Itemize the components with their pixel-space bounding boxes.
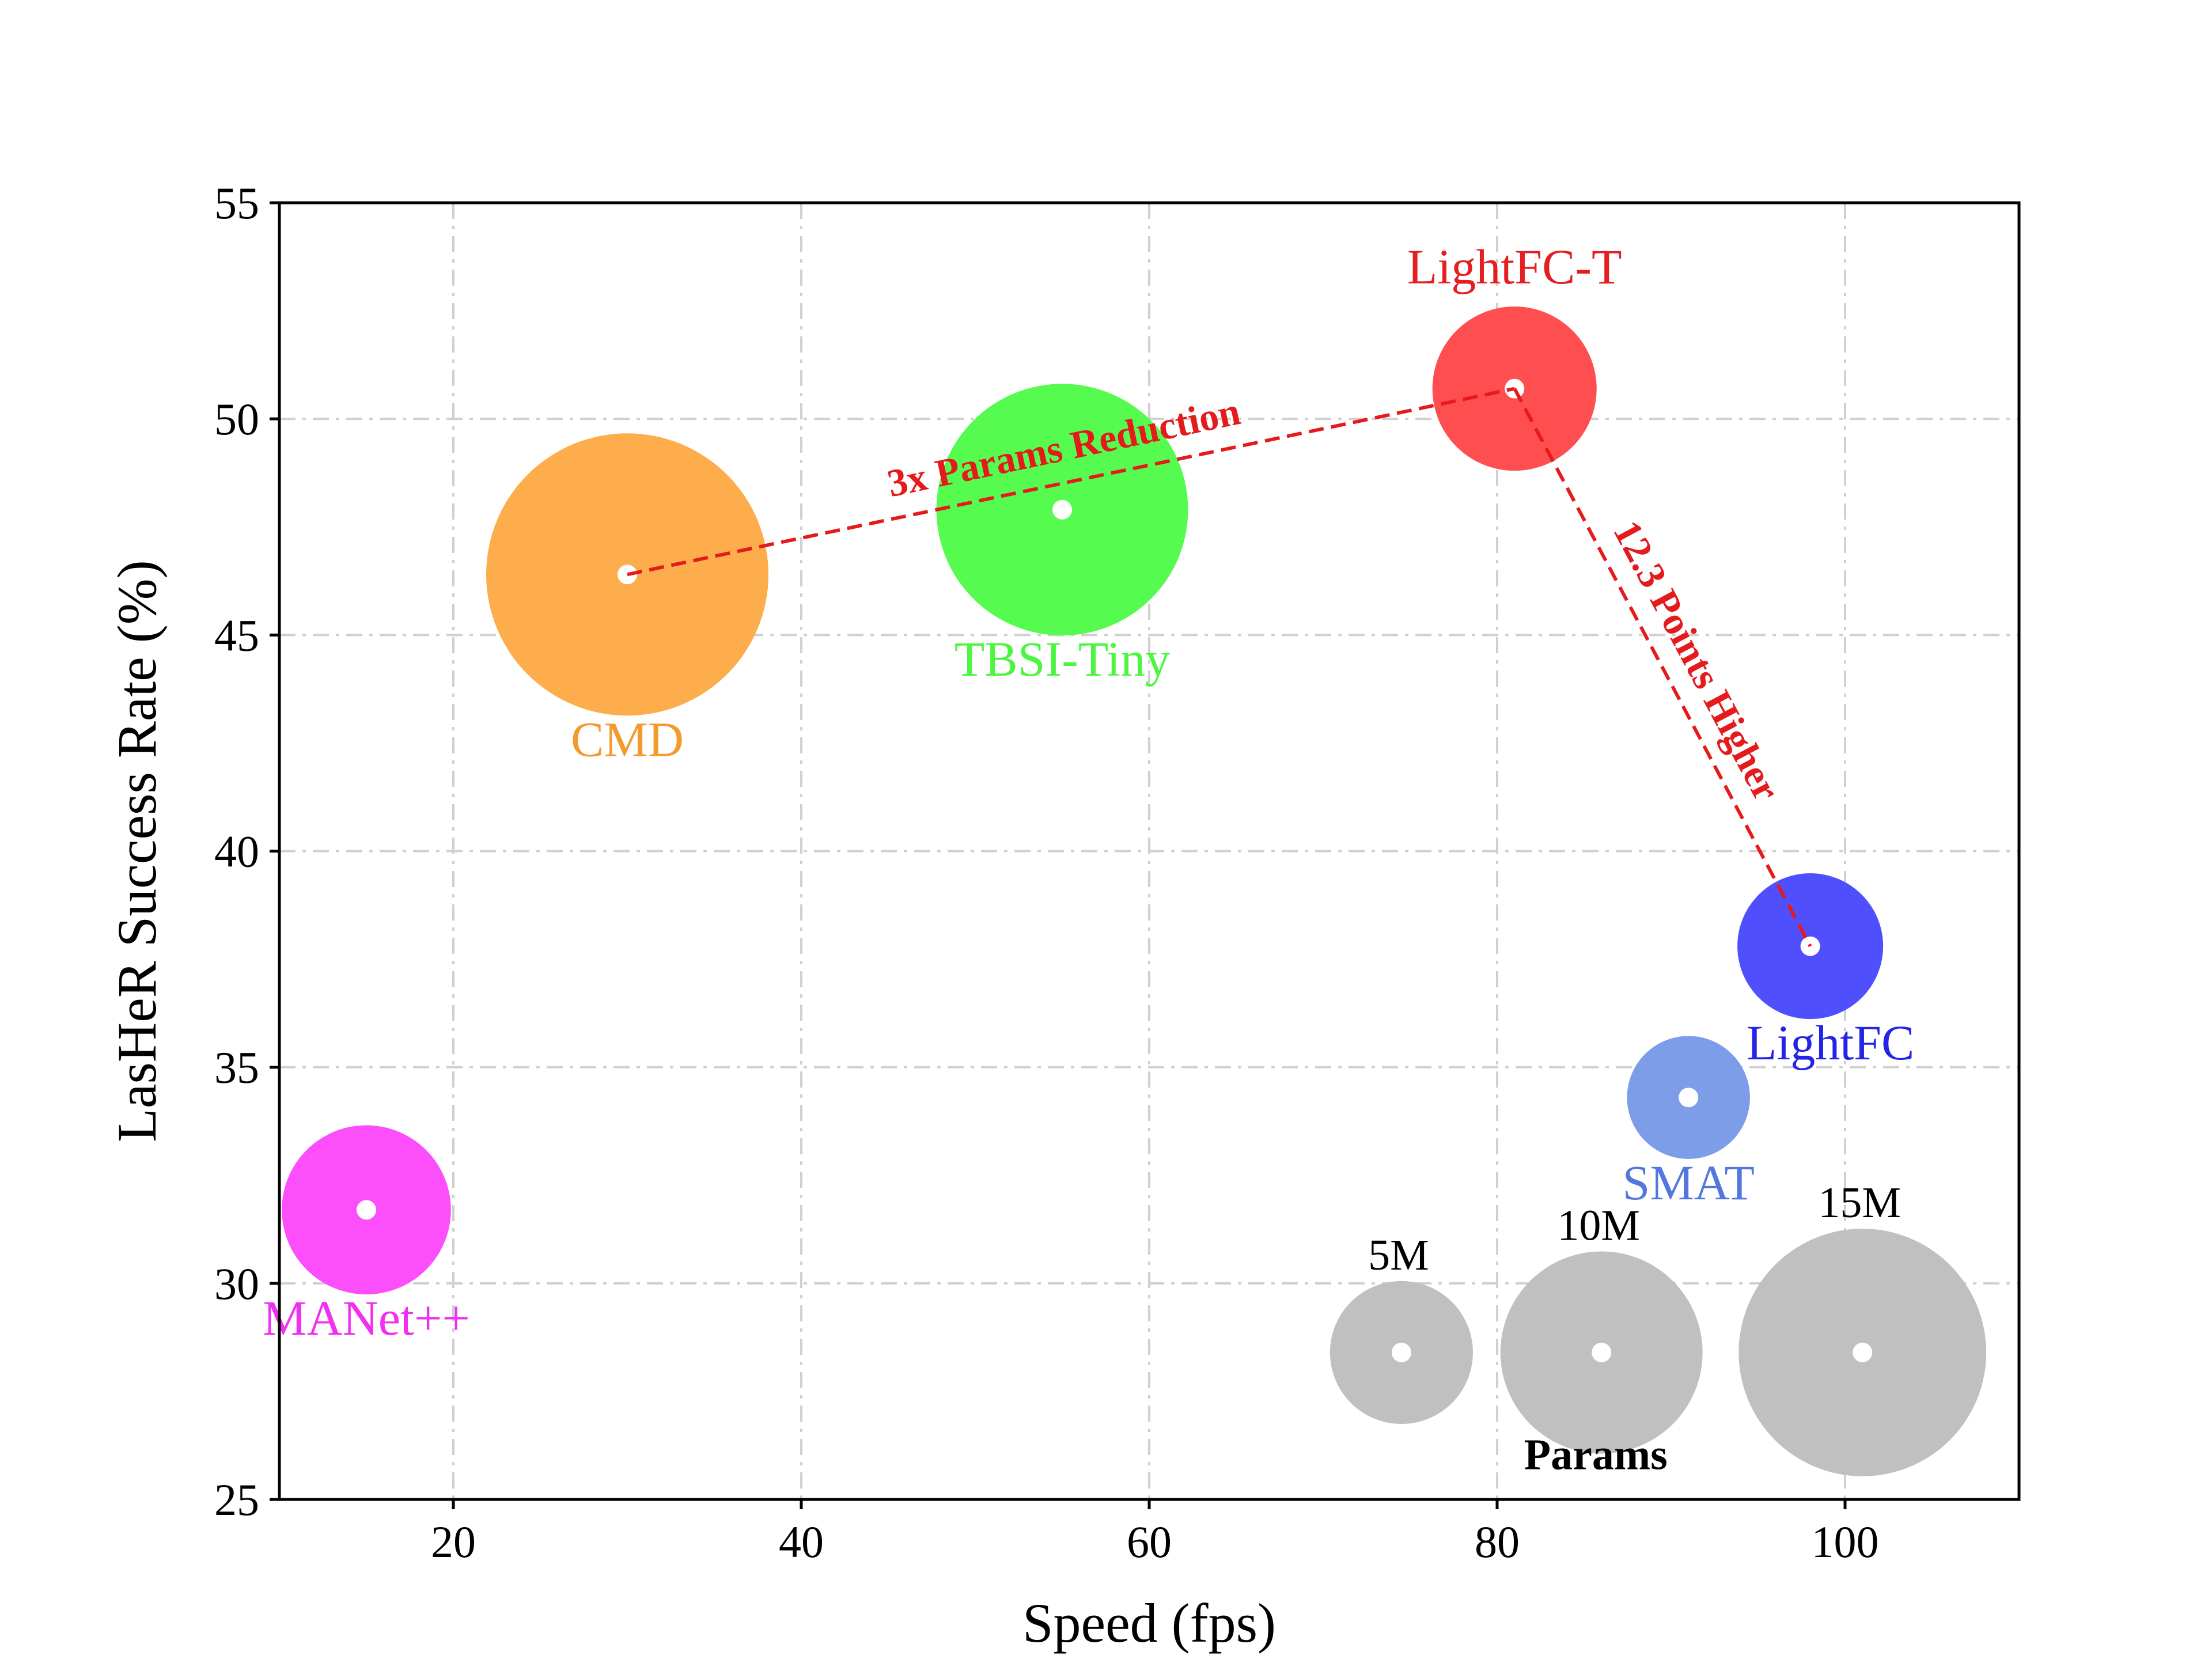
point-label-manet: MANet++ bbox=[263, 1290, 470, 1346]
legend-label-5m: 5M bbox=[1368, 1231, 1429, 1279]
legend-bubble-center-15m bbox=[1853, 1342, 1873, 1362]
legend-bubble-center-5m bbox=[1391, 1342, 1411, 1362]
x-tick-label-0: 20 bbox=[431, 1517, 476, 1567]
y-tick-label-3: 40 bbox=[214, 827, 259, 877]
x-tick-label-3: 80 bbox=[1475, 1517, 1520, 1567]
y-tick-label-1: 30 bbox=[214, 1259, 259, 1309]
y-tick-label-5: 50 bbox=[214, 394, 259, 444]
point-label-cmd: CMD bbox=[571, 711, 684, 767]
size-legend: 5M 10M 15M Params bbox=[1330, 1179, 1987, 1479]
point-label-tbsi-tiny: TBSI-Tiny bbox=[955, 631, 1170, 687]
axes: 20 40 60 80 100 25 30 35 40 45 50 55 Speed (fps) LasH… bbox=[106, 178, 2021, 1654]
y-axis-title: LasHeR Success Rate (%) bbox=[106, 560, 168, 1142]
annotation-line-0 bbox=[627, 387, 1515, 577]
legend-bubble-center-10m bbox=[1592, 1342, 1612, 1362]
y-tick-label-4: 45 bbox=[214, 610, 259, 660]
bubble-center-manet bbox=[357, 1200, 376, 1220]
point-label-smat: SMAT bbox=[1622, 1155, 1754, 1210]
x-axis-title: Speed (fps) bbox=[1022, 1592, 1276, 1654]
bubble-center-tbsi-tiny bbox=[1052, 499, 1072, 520]
point-label-lightfc-t: LightFC-T bbox=[1407, 239, 1622, 294]
y-tick-label-6: 55 bbox=[214, 178, 259, 228]
y-tick-label-0: 25 bbox=[214, 1475, 259, 1525]
legend-title: Params bbox=[1524, 1430, 1668, 1479]
legend-label-15m: 15M bbox=[1818, 1179, 1901, 1227]
bubble-center-smat bbox=[1679, 1088, 1699, 1108]
legend-label-10m: 10M bbox=[1557, 1201, 1640, 1249]
point-label-lightfc: LightFC bbox=[1747, 1015, 1915, 1070]
x-tick-label-4: 100 bbox=[1812, 1517, 1879, 1567]
x-tick-label-1: 40 bbox=[779, 1517, 824, 1567]
y-tick-label-2: 35 bbox=[214, 1043, 259, 1093]
x-tick-label-2: 60 bbox=[1127, 1517, 1172, 1567]
point-labels: CMD TBSI-Tiny LightFC-T LightFC SMAT MANet++ bbox=[263, 239, 1914, 1346]
annotation-line-1 bbox=[1513, 388, 1812, 947]
